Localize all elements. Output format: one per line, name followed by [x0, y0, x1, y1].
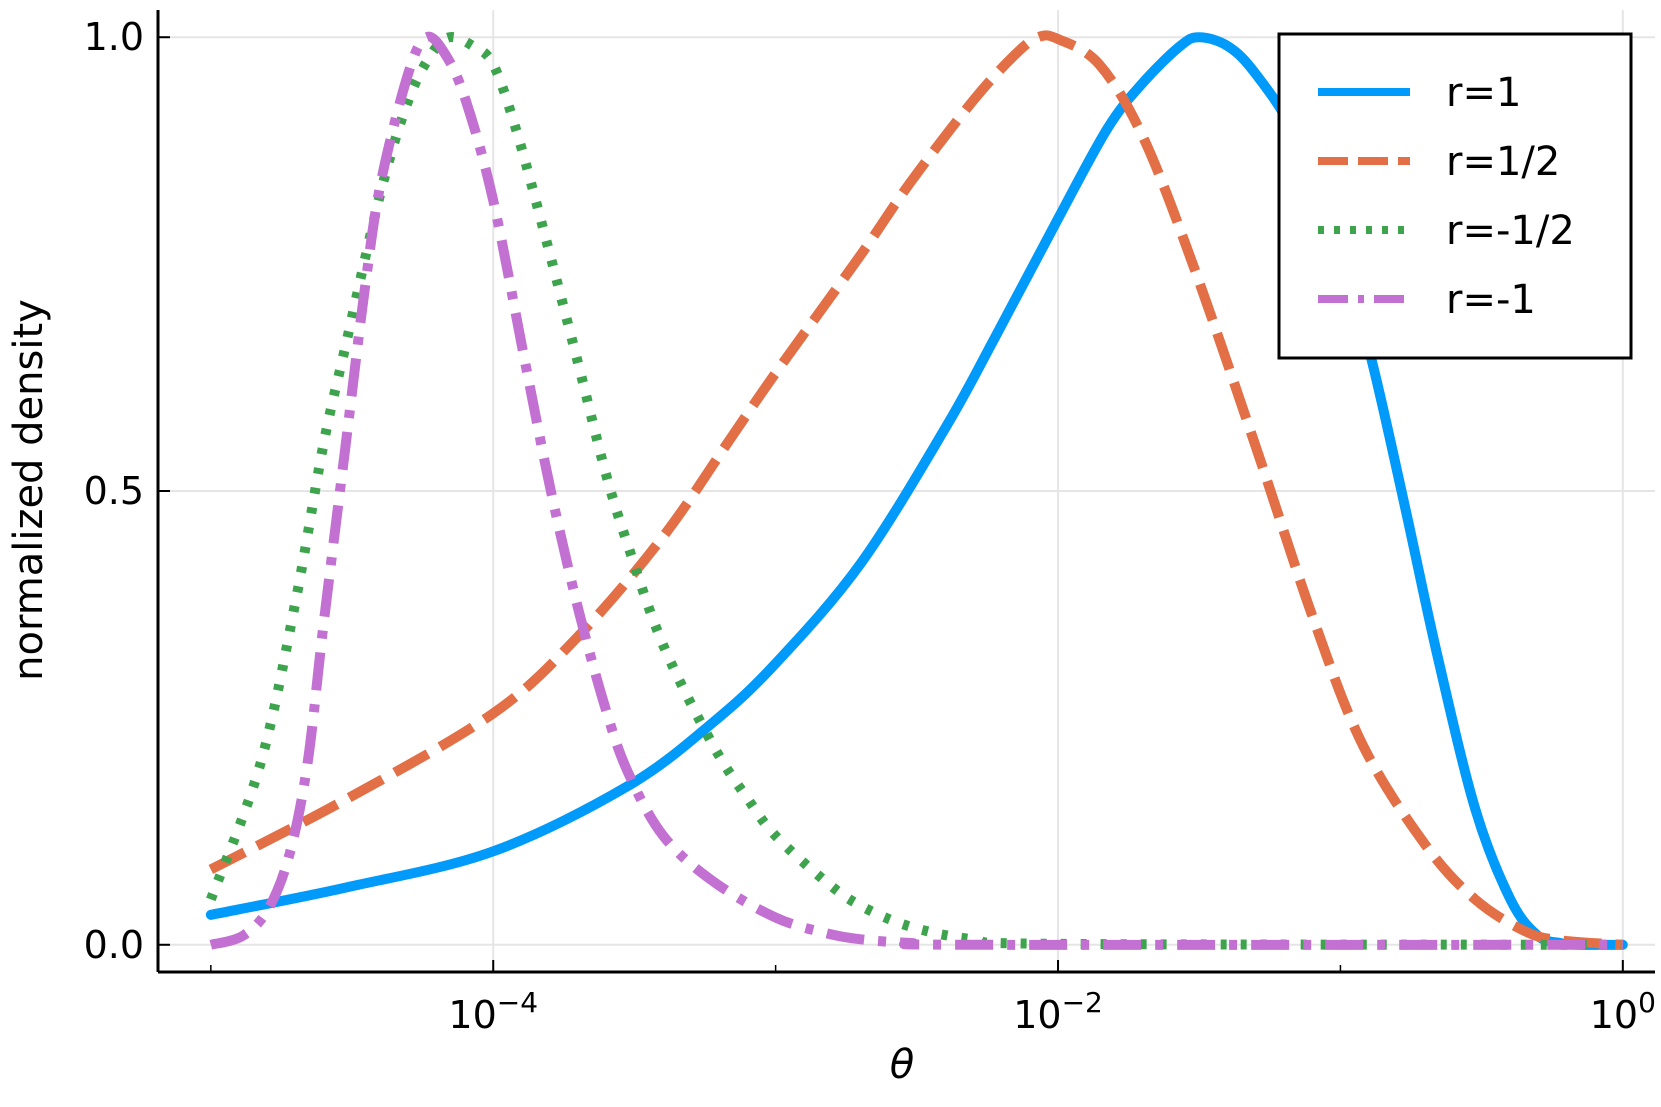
legend-label-1: r=1/2: [1446, 139, 1560, 185]
y-tick-label-1: 0.5: [84, 469, 144, 513]
legend-label-2: r=-1/2: [1446, 208, 1575, 254]
y-axis-label: normalized density: [6, 299, 52, 681]
x-tick-label-exp-2: 0: [1638, 986, 1656, 1019]
y-tick-label-0: 0.0: [84, 923, 144, 967]
legend-label-0: r=1: [1446, 70, 1521, 116]
series-line-1: [208, 30, 1624, 950]
x-tick-label-exp-0: −4: [497, 986, 538, 1019]
x-tick-label-base-1: 10: [1013, 993, 1061, 1037]
x-tick-label-base-2: 10: [1590, 993, 1638, 1037]
x-tick-label-2: 100: [1590, 986, 1656, 1037]
legend: r=1 r=1/2 r=-1/2 r=-1: [1277, 32, 1633, 360]
series-layer: [205, 30, 1628, 950]
x-tick-label-exp-1: −2: [1062, 986, 1103, 1019]
x-tick-label-0: 10−4: [448, 986, 538, 1037]
series-line-3: [209, 31, 1623, 950]
x-axis-label: θ: [890, 1042, 914, 1088]
y-tick-label-2: 1.0: [84, 15, 144, 59]
series-line-0: [205, 32, 1628, 950]
axes: [156, 10, 1655, 974]
x-tick-label-1: 10−2: [1013, 986, 1103, 1037]
x-tick-label-base-0: 10: [448, 993, 496, 1037]
legend-label-3: r=-1: [1446, 277, 1536, 323]
